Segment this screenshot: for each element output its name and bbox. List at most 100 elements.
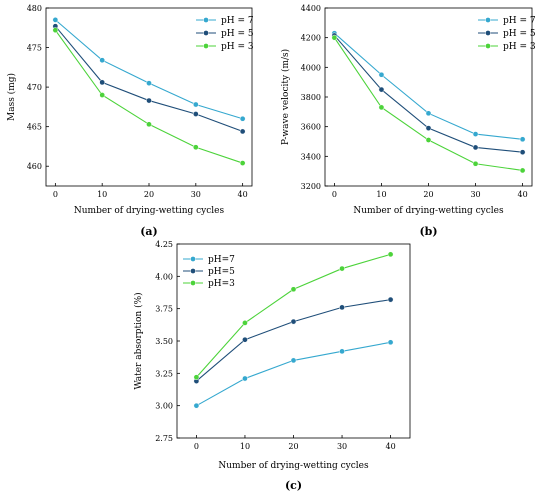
data-point xyxy=(193,374,200,381)
data-point xyxy=(192,111,199,117)
panel-label: (a) xyxy=(140,225,158,238)
x-tick-label: 0 xyxy=(194,442,199,451)
y-tick-label: 465 xyxy=(27,123,42,132)
data-point xyxy=(331,34,338,41)
legend-label: pH = 7 xyxy=(221,16,254,26)
legend-marker xyxy=(190,280,196,286)
x-tick-label: 40 xyxy=(238,190,248,199)
data-point xyxy=(472,160,479,167)
legend-marker xyxy=(485,17,491,23)
data-point xyxy=(192,144,199,151)
data-point xyxy=(425,137,432,143)
x-tick-label: 0 xyxy=(332,190,337,199)
chart-panel-c: 0 10 20 30 40 2.75 3.00 3.25 3.50 3.75 4.00 4.25 Num… xyxy=(133,240,411,491)
panel-label: (c) xyxy=(285,479,302,491)
legend-label: pH = 5 xyxy=(503,29,536,39)
data-point xyxy=(242,336,248,343)
series-1 xyxy=(52,23,246,135)
y-axis-label: Mass (mg) xyxy=(6,73,17,121)
legend-marker xyxy=(190,256,196,262)
data-point xyxy=(239,115,246,122)
y-tick-label: 3400 xyxy=(301,152,321,161)
data-point xyxy=(472,144,479,151)
data-point xyxy=(192,101,199,108)
data-point xyxy=(378,71,385,78)
series-line xyxy=(54,29,243,164)
data-point xyxy=(52,17,59,23)
x-tick-label: 10 xyxy=(97,190,107,199)
legend-label: pH = 7 xyxy=(503,16,536,26)
data-point xyxy=(52,27,59,34)
data-point xyxy=(290,286,297,293)
y-axis-label: P-wave velocity (m/s) xyxy=(280,49,291,145)
series-1 xyxy=(331,32,526,156)
data-point xyxy=(472,131,479,137)
y-tick-label: 4400 xyxy=(301,4,321,13)
x-tick-label: 10 xyxy=(376,190,386,199)
legend-marker xyxy=(203,30,209,36)
x-axis-label: Number of drying-wetting cycles xyxy=(74,206,225,216)
series-1 xyxy=(193,296,394,384)
series-0 xyxy=(331,30,526,143)
legend-marker xyxy=(485,43,491,49)
y-tick-label: 4.00 xyxy=(155,272,173,281)
data-point xyxy=(193,402,200,409)
series-line xyxy=(196,299,391,382)
data-point xyxy=(339,265,345,272)
series-line xyxy=(333,35,523,153)
data-point xyxy=(239,128,246,135)
plot-frame xyxy=(324,7,533,187)
data-point xyxy=(519,149,526,156)
chart-panel-a: 0 10 20 30 40 460 465 470 475 480 Number of drying… xyxy=(6,4,254,238)
series-0 xyxy=(193,339,394,409)
legend-label: pH=7 xyxy=(208,255,235,265)
data-point xyxy=(242,320,248,326)
y-tick-label: 3200 xyxy=(301,182,321,191)
legend-label: pH = 5 xyxy=(221,29,254,39)
data-point xyxy=(339,304,345,311)
y-tick-label: 460 xyxy=(27,162,42,171)
x-tick-label: 30 xyxy=(337,442,347,451)
series-line xyxy=(54,25,243,132)
chart-panel-b: 0 10 20 30 40 3200 3400 3600 3800 4000 4200 4400 Num… xyxy=(280,4,536,238)
data-point xyxy=(99,79,106,86)
x-tick-label: 30 xyxy=(470,190,480,199)
data-point xyxy=(290,357,297,364)
legend-label: pH=5 xyxy=(208,267,235,277)
legend-marker xyxy=(203,17,209,23)
legend-label: pH=3 xyxy=(208,279,235,289)
legend-marker xyxy=(485,30,491,36)
series-2 xyxy=(52,27,246,166)
x-tick-label: 20 xyxy=(288,442,298,451)
data-point xyxy=(387,251,394,258)
x-tick-label: 10 xyxy=(240,442,250,451)
y-tick-label: 3800 xyxy=(301,93,321,102)
x-tick-label: 30 xyxy=(191,190,201,199)
y-tick-label: 480 xyxy=(27,4,42,13)
y-tick-label: 2.75 xyxy=(155,434,173,443)
data-point xyxy=(425,110,432,117)
data-point xyxy=(146,97,152,104)
y-tick-label: 475 xyxy=(27,44,42,53)
data-point xyxy=(425,125,432,131)
data-point xyxy=(378,104,385,111)
x-tick-label: 40 xyxy=(385,442,395,451)
series-line xyxy=(196,341,391,407)
y-tick-label: 3600 xyxy=(301,123,321,132)
y-tick-label: 3.25 xyxy=(155,369,173,378)
data-point xyxy=(387,296,394,303)
y-tick-label: 3.00 xyxy=(155,402,173,411)
data-point xyxy=(290,318,297,325)
data-point xyxy=(387,339,394,346)
data-point xyxy=(146,80,152,87)
data-point xyxy=(519,136,526,143)
x-tick-label: 40 xyxy=(517,190,527,199)
data-point xyxy=(99,57,106,64)
data-point xyxy=(239,160,246,166)
data-point xyxy=(146,121,152,128)
x-tick-label: 20 xyxy=(144,190,154,199)
legend-marker xyxy=(203,43,209,49)
y-tick-label: 4.25 xyxy=(155,240,173,249)
series-line xyxy=(334,32,523,140)
